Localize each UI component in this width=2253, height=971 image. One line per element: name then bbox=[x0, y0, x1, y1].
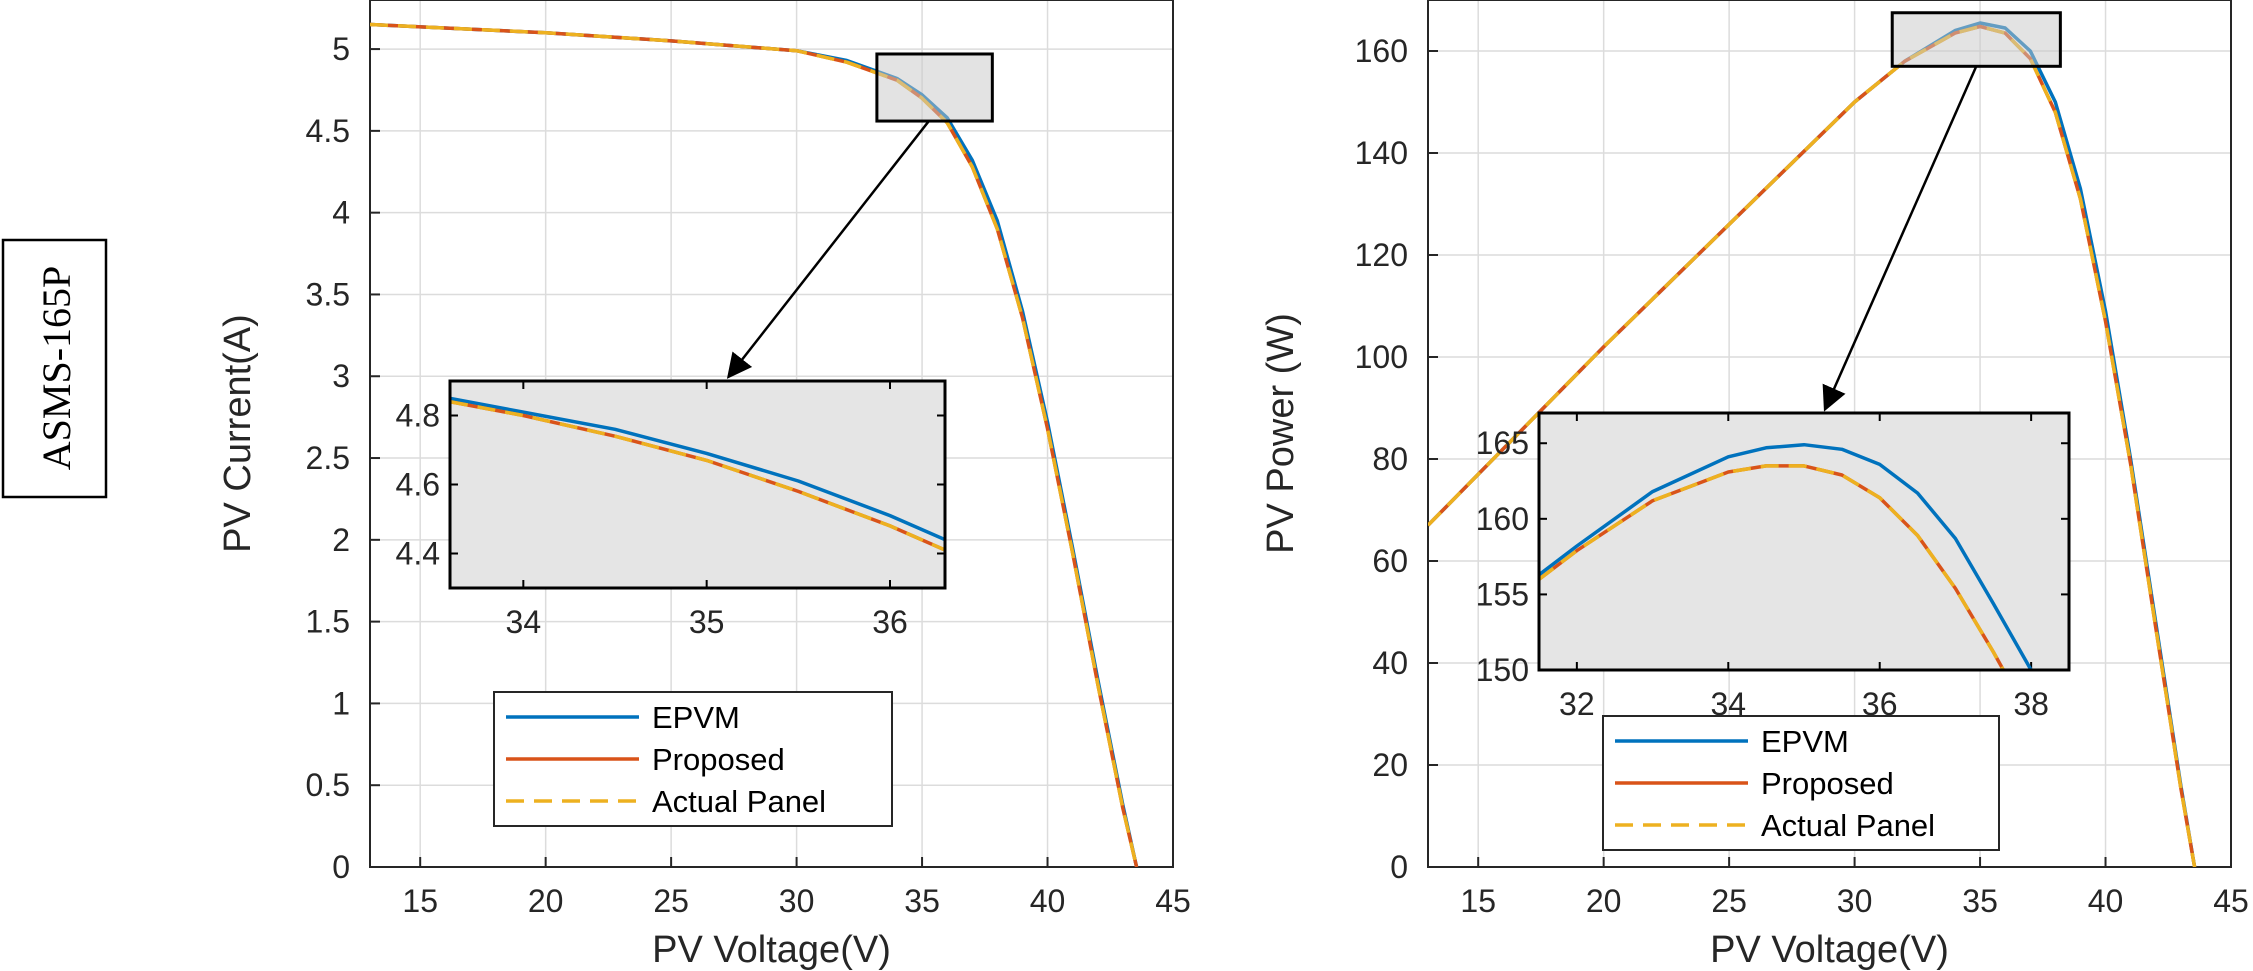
x-tick-label: 45 bbox=[2213, 883, 2249, 919]
inset-border bbox=[1537, 411, 2071, 672]
inset-x-tick-label: 34 bbox=[506, 604, 542, 640]
y-tick-label: 140 bbox=[1355, 135, 1408, 171]
inset-actual-panel-line bbox=[450, 399, 945, 552]
inset-series-group bbox=[1539, 442, 2033, 670]
inset-y-tick-label: 165 bbox=[1476, 425, 1529, 461]
y-tick-label: 3 bbox=[332, 358, 350, 394]
y-tick-label: 1 bbox=[332, 685, 350, 721]
inset-x-tick-label: 38 bbox=[2013, 686, 2049, 722]
x-axis-label: PV Voltage(V) bbox=[652, 929, 891, 971]
y-axis-label: PV Current(A) bbox=[217, 314, 259, 553]
x-tick-label: 25 bbox=[653, 883, 689, 919]
main-actual-panel-line bbox=[370, 22, 1139, 867]
zoom-box bbox=[1890, 11, 2062, 68]
legend-label: Actual Panel bbox=[652, 784, 826, 819]
y-tick-label: 0 bbox=[1390, 849, 1408, 885]
legend: EPVM Proposed Actual Panel bbox=[493, 691, 893, 827]
y-tick-label: 20 bbox=[1372, 747, 1408, 783]
x-tick-label: 30 bbox=[1837, 883, 1873, 919]
x-tick-label: 20 bbox=[1586, 883, 1622, 919]
inset-x-tick-label: 36 bbox=[872, 604, 908, 640]
x-tick-label: 40 bbox=[1030, 883, 1066, 919]
inset-x-tick-label: 35 bbox=[689, 604, 725, 640]
x-tick-label: 15 bbox=[402, 883, 438, 919]
y-tick-label: 4 bbox=[332, 195, 350, 231]
axes-box bbox=[369, 0, 1174, 868]
y-tick-label: 120 bbox=[1355, 237, 1408, 273]
y-tick-label: 2.5 bbox=[306, 440, 350, 476]
inset-y-tick-label: 4.6 bbox=[396, 467, 440, 503]
legend: EPVM Proposed Actual Panel bbox=[1602, 715, 2000, 851]
legend-label: Proposed bbox=[1761, 766, 1894, 801]
y-tick-label: 1.5 bbox=[306, 604, 350, 640]
x-tick-label: 30 bbox=[779, 883, 815, 919]
inset-y-tick-label: 150 bbox=[1476, 652, 1529, 688]
axes-box bbox=[1427, 0, 2232, 868]
x-tick-label: 20 bbox=[528, 883, 564, 919]
y-tick-label: 0.5 bbox=[306, 767, 350, 803]
inset-background bbox=[1539, 413, 2069, 670]
y-tick-label: 3.5 bbox=[306, 276, 350, 312]
y-tick-label: 2 bbox=[332, 522, 350, 558]
inset-epvm-line bbox=[1539, 442, 2033, 670]
inset-y-tick-label: 155 bbox=[1476, 576, 1529, 612]
zoom-box bbox=[875, 52, 994, 123]
x-tick-label: 15 bbox=[1460, 883, 1496, 919]
inset-x-tick-label: 32 bbox=[1559, 686, 1595, 722]
y-tick-label: 0 bbox=[332, 849, 350, 885]
y-axis-label: PV Power (W) bbox=[1260, 313, 1302, 554]
side-label: ASMS-165P bbox=[34, 266, 79, 471]
x-tick-label: 35 bbox=[904, 883, 940, 919]
zoom-arrow bbox=[726, 120, 930, 379]
legend-label: Proposed bbox=[652, 742, 785, 777]
legend-label: EPVM bbox=[652, 700, 740, 735]
series-group bbox=[370, 22, 1139, 867]
x-tick-label: 45 bbox=[1155, 883, 1191, 919]
inset-y-tick-label: 160 bbox=[1476, 501, 1529, 537]
x-tick-label: 40 bbox=[2088, 883, 2124, 919]
inset-epvm-line bbox=[450, 396, 945, 542]
y-tick-label: 100 bbox=[1355, 339, 1408, 375]
x-tick-label: 35 bbox=[1962, 883, 1998, 919]
x-tick-label: 25 bbox=[1711, 883, 1747, 919]
inset-y-tick-label: 4.8 bbox=[396, 398, 440, 434]
y-tick-label: 4.5 bbox=[306, 113, 350, 149]
y-tick-label: 60 bbox=[1372, 543, 1408, 579]
inset-border bbox=[448, 379, 947, 590]
inset-series-group bbox=[450, 396, 945, 552]
legend-label: EPVM bbox=[1761, 724, 1849, 759]
x-axis-label: PV Voltage(V) bbox=[1710, 929, 1949, 971]
y-tick-label: 80 bbox=[1372, 441, 1408, 477]
zoom-arrow bbox=[1822, 65, 1978, 412]
y-tick-label: 160 bbox=[1355, 33, 1408, 69]
inset-axes: 34 35 36 4.4 4.6 4.8 bbox=[396, 379, 947, 640]
y-tick-label: 5 bbox=[332, 31, 350, 67]
inset-actual-panel-line bbox=[1539, 464, 2006, 670]
side-label-box: ASMS-165P bbox=[1, 238, 108, 499]
inset-y-tick-label: 4.4 bbox=[396, 536, 440, 572]
y-tick-label: 40 bbox=[1372, 645, 1408, 681]
legend-label: Actual Panel bbox=[1761, 808, 1935, 843]
